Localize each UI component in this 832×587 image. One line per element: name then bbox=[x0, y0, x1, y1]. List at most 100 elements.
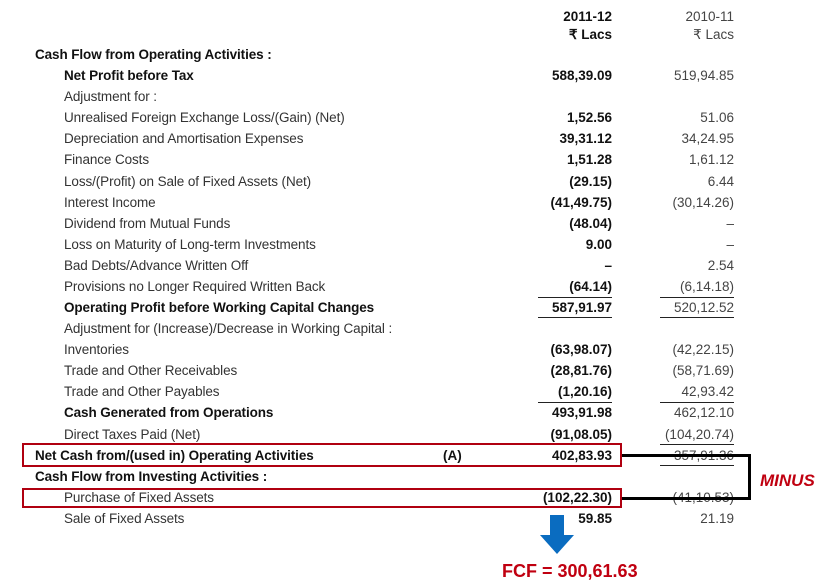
row-label: Cash Flow from Investing Activities : bbox=[35, 469, 268, 484]
row-label: Adjustment for : bbox=[64, 89, 157, 104]
row-label: Sale of Fixed Assets bbox=[64, 511, 185, 526]
value-2011-12: 9.00 bbox=[585, 237, 612, 252]
row-net-profit-before-tax: Net Profit before Tax 588,39.09 519,94.8… bbox=[0, 65, 832, 86]
row-loss-profit-sale-fixed-assets: Loss/(Profit) on Sale of Fixed Assets (N… bbox=[0, 171, 832, 192]
value-2011-12: 587,91.97 bbox=[551, 300, 612, 315]
value-2011-12: (41,49.75) bbox=[550, 195, 612, 210]
row-label: Cash Flow from Operating Activities : bbox=[35, 47, 272, 62]
highlight-box-net-cash-operating bbox=[22, 443, 622, 467]
underline bbox=[660, 465, 734, 466]
row-tag: (A) bbox=[443, 448, 462, 463]
value-2010-11: (30,14.26) bbox=[672, 195, 734, 210]
value-2011-12: 1,51.28 bbox=[566, 152, 612, 167]
value-2010-11: 42,93.42 bbox=[681, 384, 734, 399]
underline bbox=[538, 402, 612, 403]
value-2011-12: (29.15) bbox=[569, 174, 612, 189]
arrow-down-icon bbox=[540, 515, 574, 554]
value-2010-11: 34,24.95 bbox=[681, 131, 734, 146]
value-2010-11: – bbox=[726, 216, 734, 231]
row-label: Dividend from Mutual Funds bbox=[64, 216, 231, 231]
underline bbox=[660, 402, 734, 403]
column-header-2010-11: 2010-11 bbox=[685, 9, 734, 24]
value-2010-11: (6,14.18) bbox=[679, 279, 734, 294]
column-header-2011-12: 2011-12 bbox=[563, 9, 612, 24]
row-label: Adjustment for (Increase)/Decrease in Wo… bbox=[64, 321, 393, 336]
row-sale-fixed-assets: Sale of Fixed Assets 59.85 21.19 bbox=[0, 508, 832, 529]
value-2011-12: – bbox=[604, 258, 612, 273]
underline bbox=[660, 317, 734, 318]
value-2011-12: (28,81.76) bbox=[550, 363, 612, 378]
value-2011-12: (63,98.07) bbox=[550, 342, 612, 357]
value-2011-12: 59.85 bbox=[578, 511, 612, 526]
row-label: Interest Income bbox=[64, 195, 156, 210]
column-unit-2011-12: ₹ Lacs bbox=[568, 27, 612, 42]
row-bad-debts: Bad Debts/Advance Written Off – 2.54 bbox=[0, 255, 832, 276]
value-2010-11: (42,22.15) bbox=[672, 342, 734, 357]
row-label: Cash Generated from Operations bbox=[64, 405, 274, 420]
row-adjustment-working-capital: Adjustment for (Increase)/Decrease in Wo… bbox=[0, 318, 832, 339]
value-2011-12: 402,83.93 bbox=[551, 448, 612, 463]
row-trade-receivables: Trade and Other Receivables (28,81.76) (… bbox=[0, 360, 832, 381]
value-2010-11: 519,94.85 bbox=[673, 68, 734, 83]
row-trade-payables: Trade and Other Payables (1,20.16) 42,93… bbox=[0, 381, 832, 402]
row-label: Depreciation and Amortisation Expenses bbox=[64, 131, 304, 146]
row-label: Trade and Other Receivables bbox=[64, 363, 238, 378]
value-2011-12: (64.14) bbox=[569, 279, 612, 294]
row-inventories: Inventories (63,98.07) (42,22.15) bbox=[0, 339, 832, 360]
underline bbox=[538, 297, 612, 298]
row-label: Trade and Other Payables bbox=[64, 384, 220, 399]
row-finance-costs: Finance Costs 1,51.28 1,61.12 bbox=[0, 149, 832, 170]
value-2011-12: (1,20.16) bbox=[557, 384, 612, 399]
value-2010-11: 2.54 bbox=[707, 258, 734, 273]
row-label: Finance Costs bbox=[64, 152, 149, 167]
row-unrealised-forex: Unrealised Foreign Exchange Loss/(Gain) … bbox=[0, 107, 832, 128]
underline bbox=[538, 317, 612, 318]
row-label: Loss on Maturity of Long-term Investment… bbox=[64, 237, 316, 252]
row-label: Inventories bbox=[64, 342, 129, 357]
row-label: Purchase of Fixed Assets bbox=[64, 490, 214, 505]
value-2011-12: (48.04) bbox=[569, 216, 612, 231]
connector-line-vertical bbox=[748, 454, 751, 500]
row-label: Net Cash from/(used in) Operating Activi… bbox=[35, 448, 314, 463]
value-2010-11: 520,12.52 bbox=[673, 300, 734, 315]
value-2010-11: 21.19 bbox=[700, 511, 734, 526]
row-label: Bad Debts/Advance Written Off bbox=[64, 258, 249, 273]
value-2010-11: 1,61.12 bbox=[688, 152, 734, 167]
value-2011-12: (91,08.05) bbox=[550, 427, 612, 442]
column-unit-2010-11: ₹ Lacs bbox=[693, 27, 734, 42]
row-depreciation: Depreciation and Amortisation Expenses 3… bbox=[0, 128, 832, 149]
row-operating-profit-before-wc: Operating Profit before Working Capital … bbox=[0, 297, 832, 318]
row-dividend-mutual-funds: Dividend from Mutual Funds (48.04) – bbox=[0, 213, 832, 234]
value-2011-12: 39,31.12 bbox=[559, 131, 612, 146]
value-2010-11: 462,12.10 bbox=[673, 405, 734, 420]
row-label: Net Profit before Tax bbox=[64, 68, 194, 83]
row-label: Operating Profit before Working Capital … bbox=[64, 300, 375, 315]
value-2011-12: 588,39.09 bbox=[551, 68, 612, 83]
row-provisions-written-back: Provisions no Longer Required Written Ba… bbox=[0, 276, 832, 297]
value-2011-12: 1,52.56 bbox=[566, 110, 612, 125]
value-2010-11: 51.06 bbox=[700, 110, 734, 125]
highlight-box-purchase-fixed-assets bbox=[22, 488, 622, 508]
row-label: Loss/(Profit) on Sale of Fixed Assets (N… bbox=[64, 174, 312, 189]
value-2010-11: 6.44 bbox=[707, 174, 734, 189]
row-interest-income: Interest Income (41,49.75) (30,14.26) bbox=[0, 192, 832, 213]
row-loss-maturity-investments: Loss on Maturity of Long-term Investment… bbox=[0, 234, 832, 255]
row-direct-taxes-paid: Direct Taxes Paid (Net) (91,08.05) (104,… bbox=[0, 424, 832, 445]
row-adjustment-for: Adjustment for : bbox=[0, 86, 832, 107]
fcf-result: FCF = 300,61.63 bbox=[502, 561, 638, 581]
value-2010-11: – bbox=[726, 237, 734, 252]
underline bbox=[660, 297, 734, 298]
row-label: Direct Taxes Paid (Net) bbox=[64, 427, 201, 442]
row-label: Unrealised Foreign Exchange Loss/(Gain) … bbox=[64, 110, 345, 125]
row-cash-flow-investing-heading: Cash Flow from Investing Activities : bbox=[0, 466, 832, 487]
row-net-cash-operating-activities: Net Cash from/(used in) Operating Activi… bbox=[0, 445, 832, 466]
underline bbox=[660, 444, 734, 445]
connector-line-top bbox=[622, 454, 750, 457]
row-cash-flow-operating-heading: Cash Flow from Operating Activities : bbox=[0, 44, 832, 65]
value-2011-12: 493,91.98 bbox=[551, 405, 612, 420]
value-2010-11: (104,20.74) bbox=[664, 427, 734, 442]
row-label: Provisions no Longer Required Written Ba… bbox=[64, 279, 326, 294]
row-cash-generated-operations: Cash Generated from Operations 493,91.98… bbox=[0, 402, 832, 423]
minus-annotation: MINUS bbox=[760, 471, 815, 490]
value-2011-12: (102,22.30) bbox=[542, 490, 612, 505]
